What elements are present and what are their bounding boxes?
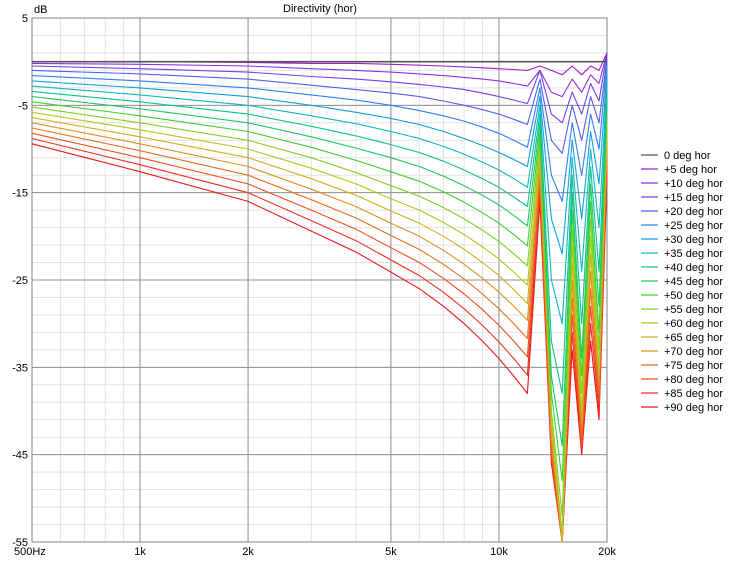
series-line	[31, 127, 608, 543]
legend-label: +45 deg hor	[664, 276, 723, 288]
y-tick-label: -35	[12, 362, 28, 374]
series-line	[31, 57, 608, 154]
legend-label: +90 deg hor	[664, 402, 723, 414]
legend-label: +70 deg hor	[664, 346, 723, 358]
y-tick-label: -55	[12, 537, 28, 549]
series-line	[31, 122, 608, 543]
x-tick-label: 5k	[385, 546, 397, 558]
plot-frame	[31, 17, 608, 543]
x-tick-label: 1k	[134, 546, 146, 558]
x-tick-label: 2k	[242, 546, 254, 558]
legend-label: +15 deg hor	[664, 192, 723, 204]
y-tick-label: 5	[22, 13, 28, 25]
legend-label: +35 deg hor	[664, 248, 723, 260]
legend-label: +60 deg hor	[664, 318, 723, 330]
series-line	[31, 70, 608, 255]
legend-label: +75 deg hor	[664, 360, 723, 372]
legend-label: 0 deg hor	[664, 150, 711, 162]
series-line	[31, 117, 608, 543]
x-tick-label: 20k	[598, 546, 616, 558]
series-line	[31, 61, 608, 202]
series-lines	[31, 52, 608, 543]
legend-label: +20 deg hor	[664, 206, 723, 218]
legend: 0 deg hor +5 deg hor +10 deg hor +15 deg ho…	[641, 150, 723, 414]
x-tick-label: 10k	[490, 546, 508, 558]
series-line	[31, 143, 608, 543]
series-line	[32, 52, 608, 76]
legend-label: +5 deg hor	[664, 164, 717, 176]
y-tick-label: -5	[18, 100, 28, 112]
y-tick-label: -45	[12, 450, 28, 462]
y-tick-label: -25	[12, 275, 28, 287]
series-line	[31, 132, 608, 543]
series-line	[31, 101, 608, 482]
legend-label: +40 deg hor	[664, 262, 723, 274]
legend-label: +30 deg hor	[664, 234, 723, 246]
series-line	[31, 52, 608, 124]
legend-label: +65 deg hor	[664, 332, 723, 344]
series-line	[31, 137, 608, 543]
legend-label: +50 deg hor	[664, 290, 723, 302]
x-tick-label: 500Hz	[14, 546, 46, 558]
series-line	[31, 52, 608, 98]
legend-label: +10 deg hor	[664, 178, 723, 190]
axes: 500Hz 1k 2k 5k 10k 20k 5 -5 -15 -25 -35 -45 -55	[12, 13, 616, 558]
legend-label: +25 deg hor	[664, 220, 723, 232]
series-line	[31, 79, 608, 325]
legend-label: +85 deg hor	[664, 388, 723, 400]
series-line	[31, 111, 608, 534]
legend-label: +80 deg hor	[664, 374, 723, 386]
series-line	[31, 106, 608, 517]
legend-label: +55 deg hor	[664, 304, 723, 316]
y-axis-label: dB	[34, 4, 47, 16]
y-tick-label: -15	[12, 188, 28, 200]
series-line	[31, 96, 608, 447]
chart-title: Directivity (hor)	[283, 3, 357, 15]
series-line	[31, 87, 608, 395]
